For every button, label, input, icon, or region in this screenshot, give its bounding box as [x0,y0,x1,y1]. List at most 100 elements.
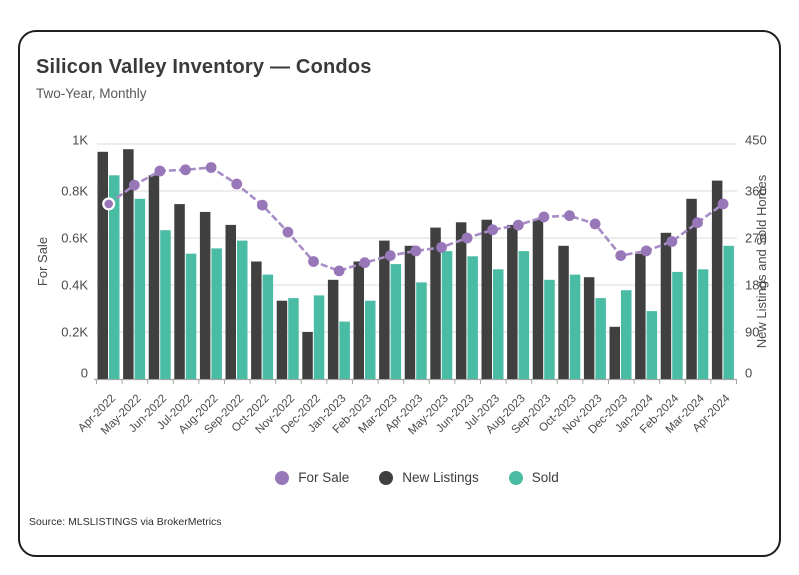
bar-sold-May-2023 [441,251,453,379]
for-sale-point-Jun-2022 [154,165,166,177]
for-sale-point-Nov-2022 [282,226,294,238]
bar-new-listings-Apr-2022 [97,151,108,379]
bar-new-listings-Oct-2022 [251,261,262,379]
bar-sold-Dec-2023 [621,290,632,379]
bar-sold-Dec-2022 [313,295,325,379]
bar-new-listings-Dec-2022 [302,332,313,379]
chart-legend: For Sale New Listings Sold [97,470,737,485]
left-axis-tick-label: 0.2K [61,325,88,340]
bar-sold-Jul-2022 [185,253,197,379]
bar-new-listings-Sep-2022 [225,224,236,379]
for-sale-point-Dec-2022 [308,256,319,267]
bar-new-listings-Aug-2023 [507,224,518,379]
right-axis-tick-label: 360 [745,184,767,199]
for-sale-point-Oct-2023 [564,210,575,222]
for-sale-point-Nov-2023 [589,218,601,230]
bar-new-listings-Nov-2023 [583,277,595,379]
bar-sold-Mar-2024 [697,269,709,379]
bar-new-listings-Feb-2023 [353,261,364,379]
bar-new-listings-Apr-2023 [404,245,416,379]
for-sale-point-Feb-2023 [359,257,371,269]
bar-new-listings-Jun-2023 [455,222,467,379]
bar-sold-Jun-2023 [467,256,478,379]
bar-new-listings-May-2023 [430,227,441,379]
bar-sold-Jan-2023 [339,321,350,379]
for-sale-point-Jan-2024 [640,245,652,257]
bar-sold-Nov-2023 [595,298,606,379]
bar-sold-Mar-2023 [390,264,402,379]
bar-new-listings-Jul-2022 [174,204,185,379]
for-sale-point-Apr-2024 [717,198,729,210]
legend-dot-icon [379,470,394,485]
bar-sold-Jun-2022 [160,230,171,379]
bar-new-listings-Sep-2023 [532,219,544,379]
bar-sold-May-2022 [134,198,146,379]
legend-item-for-sale: For Sale [275,470,349,485]
bar-new-listings-Oct-2023 [558,245,569,379]
legend-dot-icon [275,470,290,485]
for-sale-point-Sep-2022 [231,178,243,190]
bar-new-listings-Apr-2024 [711,180,723,379]
left-axis-tick-label: 0.4K [61,278,88,293]
left-axis-title: For Sale [35,237,50,286]
bar-new-listings-Mar-2023 [379,240,390,379]
chart-title: Silicon Valley Inventory — Condos [36,56,372,78]
bar-new-listings-Jan-2023 [327,279,339,379]
bar-new-listings-Jan-2024 [635,253,646,379]
for-sale-point-Oct-2022 [256,199,268,211]
bar-sold-Feb-2023 [365,300,376,379]
legend-item-new-listings: New Listings [379,470,479,485]
bar-new-listings-Nov-2022 [276,300,288,379]
legend-item-sold: Sold [508,470,559,485]
right-axis-tick-label: 270 [745,231,767,246]
chart-subtitle: Two-Year, Monthly [36,86,147,101]
for-sale-point-Jul-2022 [180,164,191,176]
right-axis-tick-label: 180 [745,278,767,293]
for-sale-point-May-2023 [436,242,447,253]
legend-dot-icon [508,470,523,485]
for-sale-point-Apr-2022 [102,197,116,211]
legend-label: For Sale [298,470,350,485]
source-attribution: Source: MLSLISTINGS via BrokerMetrics [29,516,222,528]
bar-sold-Apr-2024 [723,245,734,379]
bar-new-listings-Aug-2022 [199,211,211,379]
bar-new-listings-Jul-2023 [481,219,492,379]
for-sale-point-Jul-2023 [487,224,499,236]
for-sale-point-Sep-2023 [538,211,550,223]
for-sale-point-Mar-2023 [384,250,396,261]
bar-sold-Apr-2022 [109,175,120,379]
for-sale-point-Aug-2022 [205,162,217,173]
bar-sold-Jan-2024 [646,311,658,379]
for-sale-point-Dec-2023 [615,250,627,261]
bar-sold-Aug-2022 [211,248,222,379]
bar-sold-Apr-2023 [416,282,427,379]
bar-sold-Nov-2022 [288,298,299,379]
bar-new-listings-Feb-2024 [660,232,672,379]
for-sale-point-Jan-2023 [333,265,345,277]
legend-label: New Listings [402,470,479,485]
bar-new-listings-Dec-2023 [609,326,620,379]
bar-sold-Sep-2022 [237,240,248,379]
for-sale-point-May-2022 [128,179,140,191]
bar-sold-Sep-2023 [544,279,555,379]
left-axis-tick-label: 1K [72,133,88,148]
left-axis-tick-label: 0.8K [61,184,88,199]
for-sale-point-Mar-2024 [692,217,703,229]
for-sale-point-Feb-2024 [666,236,678,247]
bar-new-listings-May-2022 [123,149,134,379]
right-axis-title: New Listings and Sold Homes [754,174,769,348]
bar-sold-Oct-2022 [262,274,274,379]
for-sale-point-Apr-2023 [410,245,422,257]
left-axis-tick-label: 0.6K [61,231,88,246]
bar-sold-Aug-2023 [518,251,530,379]
legend-label: Sold [531,470,559,485]
right-axis-tick-label: 450 [745,133,767,148]
bar-sold-Jul-2023 [493,269,504,379]
bar-new-listings-Mar-2024 [686,198,697,379]
left-axis-tick-label: 0 [81,366,88,381]
right-axis-tick-label: 90 [745,325,759,340]
for-sale-point-Jun-2023 [461,232,473,244]
bar-new-listings-Jun-2022 [148,175,160,379]
